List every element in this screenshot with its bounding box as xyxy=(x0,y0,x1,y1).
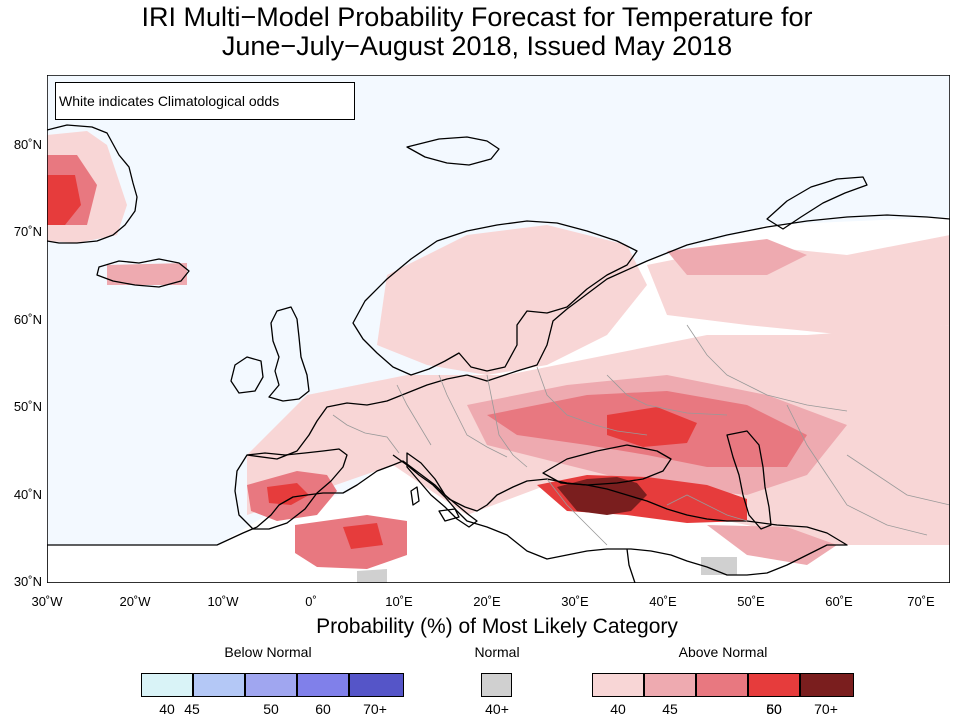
legend-above-tick-5: 70+ xyxy=(814,701,838,717)
zone-north-africa-60 xyxy=(343,523,383,549)
lon-label-40e: 40˚E xyxy=(649,594,677,609)
legend-below-swatch-4 xyxy=(297,673,349,697)
lon-label-20e: 20˚E xyxy=(473,594,501,609)
zone-russia-north-45 xyxy=(667,239,807,275)
lon-label-30e: 30˚E xyxy=(561,594,589,609)
legend-above-tick-1: 40 xyxy=(610,701,626,717)
coast-ireland xyxy=(230,356,264,394)
legend-above-swatch-2 xyxy=(644,673,696,697)
zone-normal-arabia xyxy=(701,557,737,575)
lon-label-60e: 60˚E xyxy=(825,594,853,609)
legend-below-swatch-1 xyxy=(141,673,193,697)
lon-label-10w: 10˚W xyxy=(207,594,239,609)
legend-below-swatch-2 xyxy=(193,673,245,697)
legend-above-swatch-1 xyxy=(592,673,644,697)
legend-below-tick-5: 70+ xyxy=(363,701,387,717)
lon-label-30w: 30˚W xyxy=(31,594,63,609)
lat-label-40n: 40˚N xyxy=(13,487,42,502)
coast-sicily xyxy=(438,508,460,522)
lon-label-20w: 20˚W xyxy=(119,594,151,609)
legend-below-tick-1: 40 xyxy=(159,701,175,717)
zone-greenland-60 xyxy=(47,175,81,225)
title-line-2: June−July−August 2018, Issued May 2018 xyxy=(221,31,733,61)
coast-atlantic-europe xyxy=(246,374,468,460)
legend-normal-swatch xyxy=(481,673,512,697)
coast-caspian xyxy=(726,430,772,530)
climatology-note: White indicates Climatological odds xyxy=(55,82,355,120)
coast-levant xyxy=(626,548,636,584)
lat-label-80n: 80˚N xyxy=(13,137,42,152)
coast-sardinia xyxy=(410,486,420,506)
lon-label-70e: 70˚E xyxy=(907,594,935,609)
legend-below-tick-4: 60 xyxy=(315,701,331,717)
lat-label-30n: 30˚N xyxy=(13,574,42,589)
zone-black-sea-north-60 xyxy=(607,407,697,447)
legend-above-tick-3: 50 xyxy=(766,701,782,717)
legend-heading: Probability (%) of Most Likely Category xyxy=(316,615,678,638)
forecast-map xyxy=(41,69,954,589)
legend-above-swatch-3 xyxy=(696,673,748,697)
coast-novaya-zemlya xyxy=(766,176,868,230)
legend-above-tick-4: 60 xyxy=(766,701,782,717)
coast-iberia xyxy=(234,448,348,530)
zone-turkey-70 xyxy=(557,477,647,515)
zone-normal-sahara xyxy=(357,569,387,583)
coast-mainland xyxy=(46,214,951,584)
coast-iceland xyxy=(96,258,190,288)
probability-zones xyxy=(47,131,950,583)
coast-svalbard xyxy=(406,136,500,166)
coast-black-sea xyxy=(542,444,672,486)
legend-below-tick-3: 50 xyxy=(263,701,279,717)
coast-greenland xyxy=(46,124,138,244)
title-line-1: IRI Multi−Model Probability Forecast for… xyxy=(141,2,813,32)
legend-above-title: Above Normal xyxy=(678,644,768,660)
legend-above-swatch-4 xyxy=(748,673,800,697)
lon-label-50e: 50˚E xyxy=(737,594,765,609)
zone-iberia-60 xyxy=(267,483,309,505)
legend-normal-title: Normal xyxy=(474,644,520,660)
zone-scandinavia-40 xyxy=(377,225,647,375)
legend-below-tick-2: 45 xyxy=(184,701,200,717)
legend-below-title: Below Normal xyxy=(224,644,312,660)
lat-label-70n: 70˚N xyxy=(13,224,42,239)
zone-mideast-45 xyxy=(707,525,837,565)
coast-scandinavia xyxy=(352,220,638,376)
legend-above-swatch-5 xyxy=(800,673,854,697)
map-frame: White indicates Climatological odds xyxy=(41,69,954,589)
coastlines xyxy=(46,124,951,584)
legend-below-swatch-3 xyxy=(245,673,297,697)
lat-label-50n: 50˚N xyxy=(13,399,42,414)
legend-normal-tick: 40+ xyxy=(485,701,509,717)
coast-italy xyxy=(406,452,478,528)
zone-iceland-40 xyxy=(107,263,187,285)
coast-great-britain xyxy=(268,306,310,402)
lon-label-10e: 10˚E xyxy=(385,594,413,609)
lat-label-60n: 60˚N xyxy=(13,312,42,327)
country-borders xyxy=(332,324,951,546)
lon-label-0: 0˚ xyxy=(305,594,317,609)
legend-below-swatch-5 xyxy=(349,673,404,697)
legend-above-tick-2: 45 xyxy=(662,701,678,717)
